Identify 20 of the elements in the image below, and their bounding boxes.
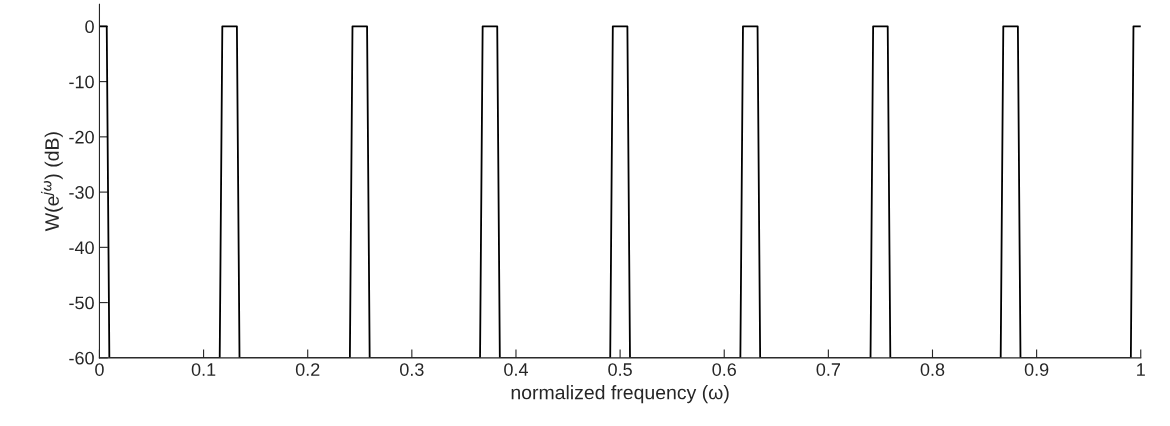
x-tick-label: 0.3 bbox=[400, 363, 424, 376]
x-tick-label: 0 bbox=[95, 363, 104, 376]
y-tick-label: 0 bbox=[85, 20, 94, 34]
y-tick-label: -40 bbox=[69, 241, 94, 255]
y-tick-label: -30 bbox=[69, 186, 94, 199]
x-tick-label: 0.9 bbox=[1024, 363, 1049, 376]
x-tick-label: 1 bbox=[1137, 363, 1145, 376]
y-tick-label: -50 bbox=[69, 296, 94, 310]
x-tick-label: 0.6 bbox=[712, 363, 736, 376]
x-axis-title: normalized frequency (ω) bbox=[511, 385, 729, 404]
x-tick-label: 0.4 bbox=[504, 363, 528, 376]
x-tick-label: 0.2 bbox=[295, 363, 320, 376]
y-tick-label: -20 bbox=[69, 130, 94, 144]
x-tick-label: 0.8 bbox=[920, 363, 945, 376]
x-tick-label: 0.5 bbox=[608, 363, 632, 376]
x-tick-label: 0.1 bbox=[191, 363, 216, 376]
x-tick-label: 0.7 bbox=[816, 363, 840, 376]
y-tick-label: -60 bbox=[69, 351, 94, 365]
y-tick-label: -10 bbox=[69, 75, 94, 89]
y-axis-title: W(e$^{jω}$) (dB) bbox=[40, 132, 63, 232]
